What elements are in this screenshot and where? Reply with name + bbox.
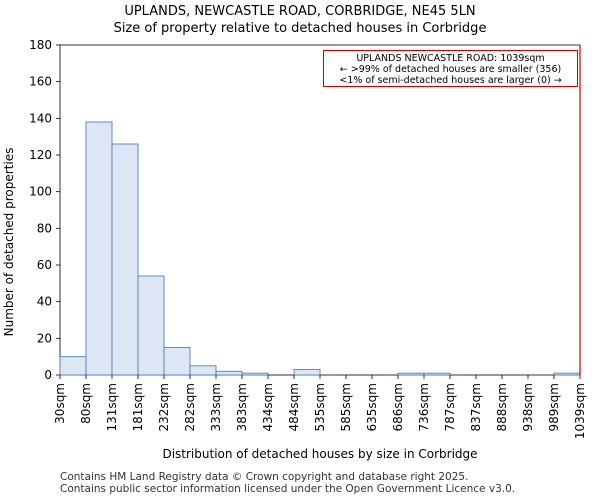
annotation-line-3: <1% of semi-detached houses are larger (… bbox=[339, 75, 562, 86]
x-tick-label: 585sqm bbox=[339, 383, 353, 431]
y-tick-label: 120 bbox=[29, 148, 52, 162]
bar-686sqm bbox=[397, 372, 425, 376]
x-tick-label: 938sqm bbox=[521, 383, 535, 431]
x-tick-label: 837sqm bbox=[469, 383, 483, 431]
y-tick-label: 80 bbox=[37, 221, 52, 235]
x-tick-label: 282sqm bbox=[183, 383, 197, 431]
x-tick-label: 989sqm bbox=[547, 383, 561, 431]
x-tick-label: 181sqm bbox=[131, 383, 145, 431]
x-tick-label: 383sqm bbox=[235, 383, 249, 431]
y-tick-label: 180 bbox=[29, 38, 52, 52]
x-tick-label: 736sqm bbox=[417, 383, 431, 431]
x-tick-label: 232sqm bbox=[157, 383, 171, 431]
x-tick-label: 484sqm bbox=[287, 383, 301, 431]
bar-group bbox=[59, 121, 581, 376]
footer-licence: Contains public sector information licen… bbox=[60, 483, 516, 495]
annotation-line-1: UPLANDS NEWCASTLE ROAD: 1039sqm bbox=[356, 53, 545, 64]
y-tick-label: 20 bbox=[37, 331, 52, 345]
marker-annotation-box: UPLANDS NEWCASTLE ROAD: 1039sqm ← >99% o… bbox=[323, 50, 578, 87]
bar-736sqm bbox=[423, 372, 451, 376]
x-tick-label: 30sqm bbox=[53, 383, 67, 424]
axes: 0 20 40 60 80 100 120 140 160 180 30sqm 80sqm 131sqm… bbox=[29, 38, 587, 439]
bar-232sqm bbox=[163, 347, 191, 376]
y-axis-label: Number of detached properties bbox=[2, 148, 16, 337]
x-tick-label: 635sqm bbox=[365, 383, 379, 431]
bar-484sqm bbox=[293, 369, 321, 376]
x-axis-label: Distribution of detached houses by size … bbox=[162, 447, 477, 461]
y-tick-label: 40 bbox=[37, 295, 52, 309]
bar-131sqm bbox=[111, 143, 139, 376]
y-tick-label: 0 bbox=[44, 368, 52, 382]
bar-333sqm bbox=[215, 370, 243, 376]
y-tick-label: 140 bbox=[29, 111, 52, 125]
x-tick-label: 535sqm bbox=[313, 383, 327, 431]
y-tick-label: 160 bbox=[29, 75, 52, 89]
bar-383sqm bbox=[241, 372, 269, 376]
annotation-line-2: ← >99% of detached houses are smaller (3… bbox=[339, 64, 562, 75]
x-tick-label: 888sqm bbox=[495, 383, 509, 431]
chart-title: UPLANDS, NEWCASTLE ROAD, CORBRIDGE, NE45… bbox=[124, 4, 475, 19]
y-tick-label: 100 bbox=[29, 185, 52, 199]
x-tick-label: 131sqm bbox=[105, 383, 119, 431]
x-tick-label: 787sqm bbox=[443, 383, 457, 431]
bar-30sqm bbox=[59, 356, 87, 376]
footer-copyright: Contains HM Land Registry data © Crown c… bbox=[60, 471, 469, 483]
bar-80sqm bbox=[85, 121, 113, 376]
x-tick-label: 1039sqm bbox=[573, 383, 587, 439]
x-tick-label: 80sqm bbox=[79, 383, 93, 424]
x-tick-label: 333sqm bbox=[209, 383, 223, 431]
bar-989sqm bbox=[553, 372, 581, 376]
x-tick-label: 686sqm bbox=[391, 383, 405, 431]
bar-282sqm bbox=[189, 365, 217, 376]
y-tick-label: 60 bbox=[37, 258, 52, 272]
bar-181sqm bbox=[137, 275, 165, 376]
x-tick-label: 434sqm bbox=[261, 383, 275, 431]
chart-subtitle: Size of property relative to detached ho… bbox=[114, 21, 487, 36]
